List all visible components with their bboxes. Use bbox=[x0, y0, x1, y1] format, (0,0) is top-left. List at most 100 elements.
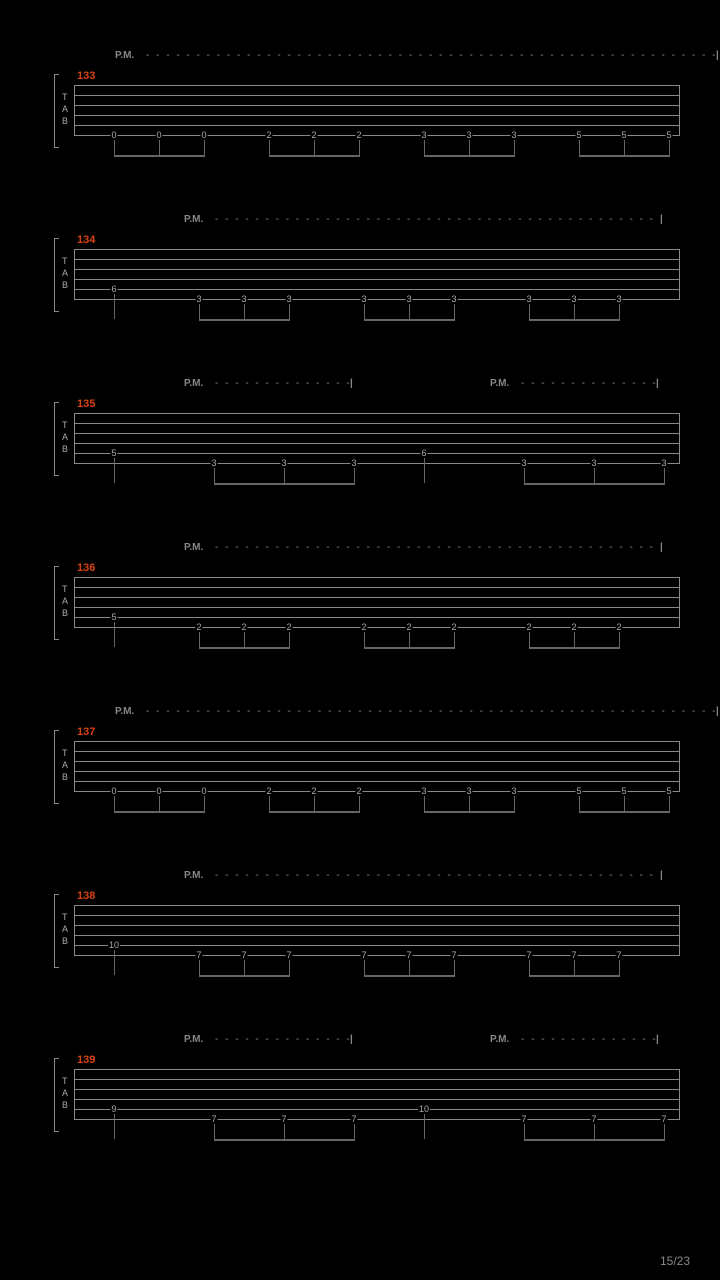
fret-number: 5 bbox=[620, 786, 627, 796]
note-stem bbox=[619, 632, 620, 647]
tab-letter: A bbox=[62, 761, 68, 770]
note-stem bbox=[424, 796, 425, 811]
note-stem bbox=[424, 1114, 425, 1139]
fret-number: 7 bbox=[240, 950, 247, 960]
palm-mute-label: P.M. bbox=[490, 1034, 509, 1045]
fret-number: 7 bbox=[280, 1114, 287, 1124]
fret-number: 0 bbox=[110, 130, 117, 140]
staff-line bbox=[74, 791, 680, 792]
staff-line bbox=[74, 761, 680, 762]
beam bbox=[114, 811, 205, 813]
fret-number: 2 bbox=[285, 622, 292, 632]
staff-line bbox=[74, 1089, 680, 1090]
fret-number: 2 bbox=[195, 622, 202, 632]
note-stem bbox=[409, 304, 410, 319]
note-stem bbox=[594, 468, 595, 483]
staff-line bbox=[74, 463, 680, 464]
note-stem bbox=[579, 796, 580, 811]
fret-number: 3 bbox=[660, 458, 667, 468]
barline bbox=[74, 577, 75, 627]
staff-line bbox=[74, 617, 680, 618]
tab-letter: T bbox=[62, 749, 68, 758]
fret-number: 5 bbox=[620, 130, 627, 140]
note-stem bbox=[574, 304, 575, 319]
staff-line bbox=[74, 85, 680, 86]
staff-line bbox=[74, 135, 680, 136]
measure-number: 137 bbox=[77, 726, 95, 738]
fret-number: 7 bbox=[520, 1114, 527, 1124]
note-stem bbox=[529, 960, 530, 975]
note-stem bbox=[114, 1114, 115, 1139]
staff-line bbox=[74, 955, 680, 956]
palm-mute-end: | bbox=[660, 542, 663, 553]
note-stem bbox=[514, 140, 515, 155]
note-stem bbox=[314, 796, 315, 811]
note-stem bbox=[664, 1124, 665, 1139]
fret-number: 3 bbox=[465, 130, 472, 140]
fret-number: 7 bbox=[615, 950, 622, 960]
note-stem bbox=[424, 140, 425, 155]
fret-number: 9 bbox=[110, 1104, 117, 1114]
palm-mute-dash: - - - - - - - - - - - - - - - - - - - - … bbox=[215, 378, 350, 389]
staff-line bbox=[74, 269, 680, 270]
note-stem bbox=[199, 632, 200, 647]
fret-number: 5 bbox=[110, 612, 117, 622]
beam bbox=[364, 319, 455, 321]
palm-mute-label: P.M. bbox=[184, 1034, 203, 1045]
tab-bracket bbox=[54, 402, 59, 476]
palm-mute-dash: - - - - - - - - - - - - - - - - - - - - … bbox=[146, 706, 716, 717]
beam bbox=[524, 483, 665, 485]
staff-line bbox=[74, 607, 680, 608]
fret-number: 3 bbox=[240, 294, 247, 304]
fret-number: 2 bbox=[450, 622, 457, 632]
staff-line bbox=[74, 1079, 680, 1080]
palm-mute-label: P.M. bbox=[184, 214, 203, 225]
staff-line bbox=[74, 1109, 680, 1110]
note-stem bbox=[214, 468, 215, 483]
barline bbox=[74, 905, 75, 955]
fret-number: 2 bbox=[265, 786, 272, 796]
barline bbox=[679, 905, 680, 955]
fret-number: 7 bbox=[450, 950, 457, 960]
beam bbox=[269, 155, 360, 157]
palm-mute-end: | bbox=[716, 50, 719, 61]
barline bbox=[679, 249, 680, 299]
staff-line bbox=[74, 433, 680, 434]
staff-line bbox=[74, 249, 680, 250]
tab-bracket bbox=[54, 894, 59, 968]
fret-number: 2 bbox=[355, 130, 362, 140]
fret-number: 2 bbox=[310, 786, 317, 796]
measure-number: 133 bbox=[77, 70, 95, 82]
tab-bracket bbox=[54, 566, 59, 640]
note-stem bbox=[199, 304, 200, 319]
tab-letter: A bbox=[62, 105, 68, 114]
staff-line bbox=[74, 1119, 680, 1120]
fret-number: 7 bbox=[660, 1114, 667, 1124]
fret-number: 0 bbox=[110, 786, 117, 796]
note-stem bbox=[594, 1124, 595, 1139]
fret-number: 5 bbox=[110, 448, 117, 458]
fret-number: 10 bbox=[108, 940, 120, 950]
fret-number: 5 bbox=[575, 786, 582, 796]
note-stem bbox=[314, 140, 315, 155]
note-stem bbox=[524, 1124, 525, 1139]
tab-bracket bbox=[54, 1058, 59, 1132]
beam bbox=[524, 1139, 665, 1141]
fret-number: 3 bbox=[525, 294, 532, 304]
staff-line bbox=[74, 587, 680, 588]
fret-number: 7 bbox=[590, 1114, 597, 1124]
note-stem bbox=[574, 632, 575, 647]
tab-letter: B bbox=[62, 281, 68, 290]
beam bbox=[269, 811, 360, 813]
measure-number: 134 bbox=[77, 234, 95, 246]
palm-mute-label: P.M. bbox=[184, 378, 203, 389]
tab-letter: B bbox=[62, 117, 68, 126]
staff-line bbox=[74, 751, 680, 752]
fret-number: 6 bbox=[110, 284, 117, 294]
note-stem bbox=[114, 140, 115, 155]
palm-mute-label: P.M. bbox=[184, 870, 203, 881]
staff-line bbox=[74, 597, 680, 598]
tab-letter: A bbox=[62, 1089, 68, 1098]
fret-number: 3 bbox=[450, 294, 457, 304]
palm-mute-dash: - - - - - - - - - - - - - - - - - - - - … bbox=[215, 1034, 350, 1045]
